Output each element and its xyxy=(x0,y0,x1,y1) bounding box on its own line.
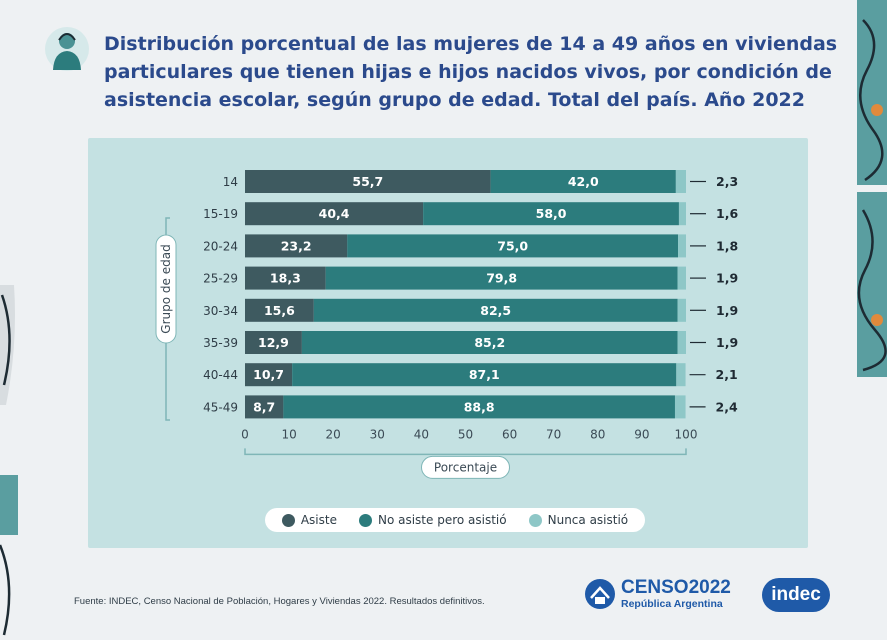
woman-illustration-icon xyxy=(45,27,89,71)
data-label: 1,6 xyxy=(716,206,738,221)
legend-label: Asiste xyxy=(300,513,337,527)
x-axis-bracket xyxy=(244,448,687,456)
bar-segment xyxy=(678,234,686,258)
x-tick-label: 0 xyxy=(241,427,249,441)
x-tick-label: 70 xyxy=(546,427,561,441)
legend-swatch xyxy=(281,513,295,527)
data-label: 15,6 xyxy=(264,303,295,318)
data-label: 10,7 xyxy=(253,367,284,382)
data-label: 42,0 xyxy=(568,174,599,189)
category-label: 40-44 xyxy=(203,368,238,382)
bar-segment xyxy=(245,170,491,193)
category-label: 14 xyxy=(223,175,238,189)
censo-logo: CENSO2022 República Argentina xyxy=(584,578,731,610)
category-label: 45-49 xyxy=(203,400,238,414)
x-tick-label: 90 xyxy=(634,427,649,441)
data-label: 1,8 xyxy=(716,238,738,253)
legend-item: Asiste xyxy=(281,513,337,527)
legend-swatch xyxy=(358,513,372,527)
data-label: 8,7 xyxy=(253,399,275,414)
bar-segment xyxy=(313,298,678,322)
bar-segment xyxy=(245,234,348,258)
bar-segment xyxy=(301,331,678,354)
category-label: 25-29 xyxy=(203,272,238,286)
data-label: 40,4 xyxy=(319,206,350,221)
bar-segment xyxy=(245,363,293,387)
legend: Asiste No asiste pero asistió Nunca asisti… xyxy=(265,508,645,532)
censo-logo-icon xyxy=(585,579,615,609)
data-label: 87,1 xyxy=(469,367,500,382)
data-label: 58,0 xyxy=(536,206,567,221)
decorative-illustration-right xyxy=(857,0,887,377)
category-label: 35-39 xyxy=(203,336,238,350)
bar-segment xyxy=(292,363,677,387)
bar-segment xyxy=(423,202,679,226)
x-tick-label: 40 xyxy=(414,427,429,441)
data-label: 82,5 xyxy=(480,303,511,318)
bar-segment xyxy=(677,298,686,322)
data-label: 88,8 xyxy=(464,399,495,414)
data-label: 1,9 xyxy=(716,335,738,350)
bar-segment xyxy=(678,202,686,226)
bar-segment xyxy=(490,170,676,193)
data-label: 23,2 xyxy=(281,238,312,253)
data-label: 2,3 xyxy=(716,174,738,189)
bar-segment xyxy=(325,266,678,290)
x-axis-label-box xyxy=(421,455,510,479)
x-tick-label: 50 xyxy=(458,427,473,441)
x-tick-label: 60 xyxy=(502,427,517,441)
chart-panel: Grupo de edad 14 55,7 42,0 2,3 15-19 40,4 58,0 1… xyxy=(88,138,808,548)
censo-logo-subtitle: República Argentina xyxy=(621,598,723,611)
legend-swatch xyxy=(528,513,542,527)
legend-label: Nunca asistió xyxy=(547,513,629,527)
bar-segment xyxy=(347,234,679,258)
x-tick-label: 20 xyxy=(326,427,341,441)
bar-segment xyxy=(676,363,686,387)
x-tick-label: 30 xyxy=(370,427,385,441)
data-label: 12,9 xyxy=(258,335,289,350)
x-axis-label: Porcentaje xyxy=(434,460,497,474)
x-tick-label: 10 xyxy=(281,427,296,441)
source-note: Fuente: INDEC, Censo Nacional de Poblaci… xyxy=(74,596,485,607)
category-label: 30-34 xyxy=(203,304,238,318)
bar-segment xyxy=(245,298,314,322)
censo-logo-name: CENSO2022 xyxy=(621,577,731,599)
data-label: 75,0 xyxy=(497,238,528,253)
bar-segment xyxy=(245,331,302,354)
chart-title: Distribución porcentual de las mujeres d… xyxy=(104,33,838,111)
x-tick-label: 80 xyxy=(590,427,605,441)
bar-segment xyxy=(245,395,284,419)
indec-logo: indec xyxy=(762,578,830,612)
data-label: 79,8 xyxy=(486,271,517,286)
category-label: 20-24 xyxy=(203,239,238,253)
data-label: 85,2 xyxy=(474,335,505,350)
y-axis-label: Grupo de edad xyxy=(159,244,173,333)
data-label: 2,4 xyxy=(716,399,738,414)
stacked-bar-chart: Grupo de edad 14 55,7 42,0 2,3 15-19 40,4 58,0 1… xyxy=(155,170,738,479)
y-axis-label-box xyxy=(155,234,177,344)
category-label: 15-19 xyxy=(203,207,238,221)
legend-item: No asiste pero asistió xyxy=(358,513,507,527)
data-label: 2,1 xyxy=(716,367,738,382)
bar-segment xyxy=(677,331,686,354)
data-label: 18,3 xyxy=(270,271,301,286)
bar-segment xyxy=(674,395,686,419)
bar-segment xyxy=(677,266,686,290)
data-label: 1,9 xyxy=(716,303,738,318)
x-tick-label: 100 xyxy=(675,427,698,441)
legend-item: Nunca asistió xyxy=(528,513,629,527)
legend-label: No asiste pero asistió xyxy=(377,513,507,527)
bar-segment xyxy=(245,202,424,226)
decorative-illustration-left xyxy=(0,285,18,636)
bar-segment xyxy=(283,395,675,419)
bar-segment xyxy=(245,266,326,290)
data-label: 55,7 xyxy=(352,174,383,189)
data-label: 1,9 xyxy=(716,271,738,286)
bar-segment xyxy=(675,170,686,193)
